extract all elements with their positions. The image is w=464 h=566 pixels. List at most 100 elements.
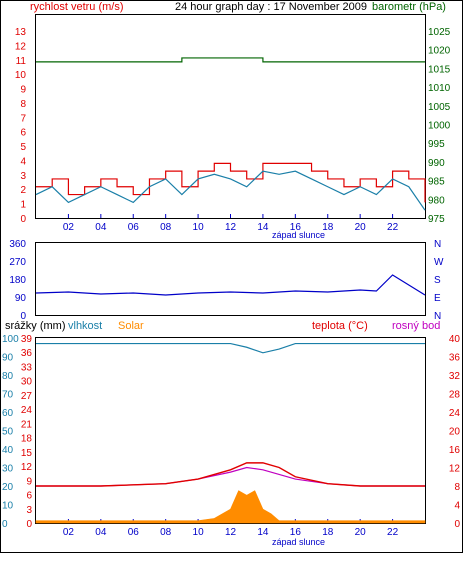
tick-label: 975	[428, 214, 445, 225]
tick-label: E	[434, 293, 441, 304]
direction-panel-frame	[35, 242, 426, 316]
tick-label: 4	[454, 501, 460, 512]
tick-label: 10	[2, 501, 14, 512]
tick-label: 100	[2, 334, 19, 345]
tick-label: 40	[2, 445, 14, 456]
tick-label: 4	[20, 156, 26, 167]
x-tick-label: 06	[128, 222, 140, 233]
tick-label: 32	[449, 371, 461, 382]
tick-label: 995	[428, 139, 445, 150]
tick-label: 360	[9, 239, 26, 250]
temperature-line	[36, 462, 425, 487]
sunset-label-top: západ slunce	[272, 230, 325, 240]
tick-label: 11	[16, 56, 27, 67]
tick-label: 0	[2, 519, 8, 530]
tick-label: 1015	[428, 64, 451, 75]
tick-label: 12	[21, 462, 33, 473]
tick-label: 2	[20, 185, 26, 196]
x-tick-label: 14	[257, 527, 269, 538]
graph-title: 24 hour graph day : 17 November 2009	[175, 1, 367, 13]
tick-label: 1005	[428, 102, 451, 113]
x-tick-label: 06	[128, 527, 140, 538]
x-tick-label: 22	[387, 222, 399, 233]
tick-label: 8	[20, 99, 26, 110]
temp-right-axis: 0 4 8 12 16 20 24 28 32 36 40	[449, 334, 461, 530]
x-tick-label: 08	[160, 222, 172, 233]
tick-label: S	[434, 275, 441, 286]
tick-label: 13	[15, 27, 27, 38]
tick-label: 6	[26, 491, 32, 502]
x-tick-label: 16	[290, 222, 302, 233]
tick-label: 30	[21, 377, 33, 388]
tick-label: 270	[9, 257, 26, 268]
x-tick-label: 18	[322, 222, 334, 233]
x-tick-label: 08	[160, 527, 172, 538]
pressure-line	[36, 57, 425, 63]
tick-label: 1	[20, 200, 26, 211]
humidity-line	[36, 342, 425, 354]
sunset-label-bottom: západ slunce	[272, 537, 325, 547]
tick-label: 70	[2, 390, 14, 401]
tick-label: 985	[428, 177, 445, 188]
wind-speed-line	[36, 162, 426, 203]
tick-label: 27	[21, 391, 33, 402]
wind-direction-line	[35, 274, 426, 296]
tick-label: 39	[21, 334, 33, 345]
tick-label: 9	[20, 85, 26, 96]
tick-label: 90	[15, 293, 27, 304]
tick-label: 1010	[428, 83, 451, 94]
tick-label: 0	[26, 519, 32, 530]
x-tick-label: 12	[225, 222, 237, 233]
x-tick-label: 02	[63, 527, 75, 538]
tick-label: 12	[449, 464, 461, 475]
baro-title: barometr (hPa)	[372, 1, 446, 13]
tick-label: 980	[428, 195, 445, 206]
tick-label: 18	[21, 434, 33, 445]
temp-title: teplota (°C)	[312, 320, 368, 332]
climate-panel-frame	[35, 337, 426, 524]
dew-title: rosný bod	[392, 320, 440, 332]
tick-label: 0	[20, 214, 26, 225]
x-tick-label: 04	[95, 527, 107, 538]
tick-label: 24	[21, 405, 33, 416]
tick-label: 24	[449, 408, 461, 419]
outer-frame	[0, 0, 463, 553]
tick-label: 1025	[428, 27, 451, 38]
x-tick-label: 20	[355, 527, 367, 538]
tick-label: 30	[2, 464, 14, 475]
humidity-title: vlhkost	[68, 320, 102, 332]
wind-title: rychlost vetru (m/s)	[30, 1, 124, 13]
x-tick-label: 12	[225, 527, 237, 538]
baro-right-axis: 975 980 985 990 995 1000 1005 1010 1015 1020 1025	[428, 27, 451, 225]
tick-label: 9	[26, 476, 32, 487]
tick-label: 8	[454, 482, 460, 493]
tick-label: W	[434, 257, 444, 268]
tick-label: 180	[9, 275, 26, 286]
tick-label: 28	[449, 390, 461, 401]
gust-line	[35, 170, 426, 211]
tick-label: 16	[449, 445, 461, 456]
tick-label: 3	[20, 171, 26, 182]
tick-label: 40	[449, 334, 461, 345]
tick-label: 0	[454, 519, 460, 530]
tick-label: 1020	[428, 46, 451, 57]
tick-label: 5	[20, 142, 26, 153]
tick-label: 36	[449, 353, 461, 364]
tick-label: 33	[21, 362, 33, 373]
x-tick-label: 02	[63, 222, 75, 233]
tick-label: 50	[2, 427, 14, 438]
tick-label: 80	[2, 371, 14, 382]
x-tick-label: 16	[290, 527, 302, 538]
tick-label: 20	[449, 427, 461, 438]
tick-label: 3	[26, 505, 32, 516]
tick-label: 21	[21, 419, 33, 430]
tick-label: 15	[21, 448, 33, 459]
tick-label: 60	[2, 408, 14, 419]
tick-label: 7	[20, 113, 26, 124]
tick-label: 990	[428, 158, 445, 169]
